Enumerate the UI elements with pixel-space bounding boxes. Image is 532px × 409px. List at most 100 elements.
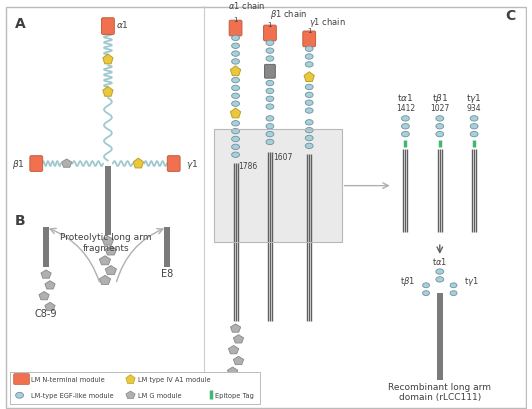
- Text: LM N-terminal module: LM N-terminal module: [31, 376, 105, 382]
- Ellipse shape: [305, 108, 313, 114]
- Polygon shape: [230, 109, 240, 119]
- Ellipse shape: [436, 117, 444, 122]
- Ellipse shape: [266, 81, 274, 87]
- Ellipse shape: [305, 93, 313, 98]
- Ellipse shape: [15, 392, 23, 398]
- Ellipse shape: [231, 94, 239, 99]
- FancyBboxPatch shape: [229, 21, 242, 37]
- Polygon shape: [45, 281, 55, 289]
- Ellipse shape: [305, 47, 313, 52]
- Ellipse shape: [436, 277, 444, 282]
- Polygon shape: [228, 367, 238, 375]
- FancyBboxPatch shape: [30, 156, 43, 172]
- Ellipse shape: [231, 121, 239, 127]
- Text: E8: E8: [161, 269, 173, 279]
- Polygon shape: [230, 324, 240, 333]
- Polygon shape: [99, 276, 111, 285]
- Text: 3064: 3064: [223, 382, 243, 391]
- Text: LM type IV A1 module: LM type IV A1 module: [138, 376, 211, 382]
- Text: A: A: [15, 17, 26, 31]
- Text: t$\alpha$1: t$\alpha$1: [432, 255, 447, 266]
- Text: C: C: [505, 9, 516, 23]
- Text: LM G module: LM G module: [138, 392, 182, 398]
- Ellipse shape: [305, 85, 313, 90]
- Text: t$\beta$1: t$\beta$1: [431, 92, 448, 104]
- Text: t$\beta$1: t$\beta$1: [400, 275, 415, 288]
- Polygon shape: [234, 335, 244, 343]
- Text: B: B: [15, 213, 26, 227]
- Ellipse shape: [231, 153, 239, 158]
- Polygon shape: [105, 266, 117, 275]
- Text: 1412: 1412: [396, 103, 415, 112]
- Ellipse shape: [305, 136, 313, 142]
- Polygon shape: [234, 356, 244, 365]
- Text: $\alpha$1: $\alpha$1: [116, 18, 129, 29]
- Ellipse shape: [305, 55, 313, 60]
- Ellipse shape: [266, 41, 274, 46]
- Text: t$\gamma$1: t$\gamma$1: [466, 92, 482, 104]
- Ellipse shape: [450, 283, 457, 288]
- Ellipse shape: [231, 44, 239, 49]
- Ellipse shape: [231, 78, 239, 83]
- Text: 1: 1: [307, 28, 311, 34]
- Ellipse shape: [470, 132, 478, 137]
- Ellipse shape: [402, 117, 409, 122]
- Text: t$\gamma$1: t$\gamma$1: [464, 275, 479, 288]
- Text: LM-type EGF-like module: LM-type EGF-like module: [31, 392, 114, 398]
- Text: 1027: 1027: [430, 103, 450, 112]
- Ellipse shape: [231, 102, 239, 107]
- Ellipse shape: [436, 124, 444, 130]
- Ellipse shape: [231, 36, 239, 41]
- Polygon shape: [133, 159, 144, 169]
- Polygon shape: [103, 87, 113, 97]
- Ellipse shape: [402, 124, 409, 130]
- FancyBboxPatch shape: [264, 65, 276, 79]
- Polygon shape: [126, 375, 135, 384]
- Text: 1: 1: [234, 17, 238, 23]
- Ellipse shape: [266, 49, 274, 54]
- Ellipse shape: [305, 128, 313, 134]
- Text: Epitope Tag: Epitope Tag: [215, 392, 254, 398]
- Text: $\alpha$1 chain: $\alpha$1 chain: [228, 0, 265, 11]
- Polygon shape: [99, 256, 111, 265]
- Polygon shape: [39, 292, 49, 300]
- Polygon shape: [62, 160, 72, 168]
- FancyBboxPatch shape: [10, 372, 260, 404]
- Polygon shape: [105, 246, 117, 255]
- Text: 1607: 1607: [273, 152, 292, 161]
- FancyBboxPatch shape: [303, 32, 315, 47]
- Ellipse shape: [305, 63, 313, 68]
- Ellipse shape: [266, 97, 274, 102]
- Ellipse shape: [470, 124, 478, 130]
- Ellipse shape: [231, 52, 239, 57]
- FancyBboxPatch shape: [14, 374, 29, 384]
- Text: $\beta$1: $\beta$1: [12, 157, 24, 171]
- FancyBboxPatch shape: [263, 26, 276, 42]
- Text: $\beta$1 chain: $\beta$1 chain: [270, 8, 307, 21]
- Ellipse shape: [305, 144, 313, 149]
- Polygon shape: [228, 346, 239, 354]
- Ellipse shape: [402, 132, 409, 137]
- Ellipse shape: [266, 132, 274, 137]
- Ellipse shape: [231, 129, 239, 135]
- Ellipse shape: [305, 120, 313, 126]
- Polygon shape: [304, 72, 314, 82]
- Ellipse shape: [422, 283, 429, 288]
- Text: Recombinant long arm
domain (rLCC111): Recombinant long arm domain (rLCC111): [388, 382, 491, 401]
- Text: 934: 934: [467, 103, 481, 112]
- Ellipse shape: [422, 291, 429, 296]
- Ellipse shape: [436, 269, 444, 274]
- Polygon shape: [45, 303, 55, 311]
- Ellipse shape: [266, 117, 274, 122]
- Ellipse shape: [470, 117, 478, 122]
- Ellipse shape: [231, 137, 239, 142]
- Polygon shape: [103, 55, 113, 65]
- Text: C8-9: C8-9: [35, 308, 57, 318]
- FancyBboxPatch shape: [6, 9, 526, 408]
- Ellipse shape: [436, 132, 444, 137]
- Text: Proteolytic long arm
fragments: Proteolytic long arm fragments: [60, 233, 152, 252]
- Ellipse shape: [266, 124, 274, 130]
- Ellipse shape: [231, 86, 239, 92]
- Text: $\gamma$1: $\gamma$1: [187, 157, 199, 171]
- FancyBboxPatch shape: [168, 156, 180, 172]
